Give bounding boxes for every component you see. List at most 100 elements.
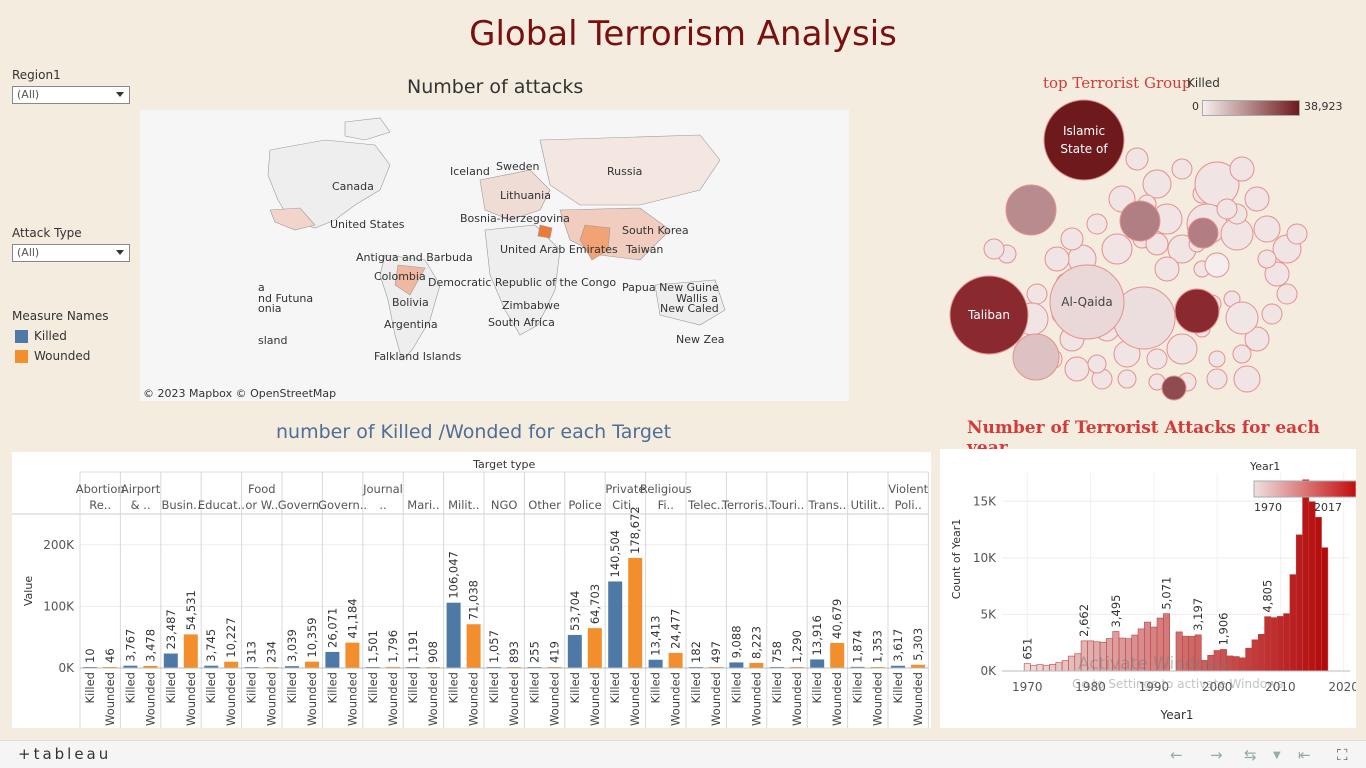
year-bar[interactable]: [1257, 634, 1265, 672]
year-bar[interactable]: [1232, 656, 1240, 672]
bar-killed[interactable]: [891, 665, 905, 668]
revert-icon[interactable]: ⇆: [1244, 746, 1257, 764]
year-bar[interactable]: [1023, 663, 1031, 672]
bar-killed[interactable]: [123, 665, 138, 668]
group-bubble[interactable]: [1206, 368, 1228, 390]
group-bubble[interactable]: [1146, 348, 1168, 370]
bubble-panel[interactable]: Islamic State of Taliban Al-Qaida: [857, 99, 1352, 401]
bubble-chart[interactable]: Islamic State of Taliban Al-Qaida: [857, 99, 1352, 401]
group-bubble[interactable]: [983, 238, 1005, 260]
bar-killed[interactable]: [850, 666, 865, 668]
group-bubble[interactable]: [1154, 256, 1180, 282]
bar-wounded[interactable]: [385, 666, 400, 668]
target-chart-panel[interactable]: Target type 0K 100K 200K Value Abortion Re.. 10…: [12, 452, 931, 728]
wounded-legend-label[interactable]: Wounded: [34, 349, 91, 363]
group-bubble[interactable]: [1125, 147, 1149, 171]
group-bubble[interactable]: [1060, 227, 1084, 251]
bar-killed[interactable]: [325, 651, 340, 668]
group-bubble[interactable]: [1026, 283, 1048, 305]
year-chart-panel[interactable]: 0K 5K 10K 15K 1970 1980 1990 2000 2010 2020 651 2,6…: [940, 449, 1359, 728]
bar-killed[interactable]: [204, 665, 219, 668]
bar-killed[interactable]: [648, 659, 663, 668]
year-bar[interactable]: [1270, 617, 1278, 672]
year-bar[interactable]: [1055, 662, 1063, 672]
map-panel[interactable]: Canada Iceland Sweden Russia Lithuania Bosnia…: [140, 110, 849, 401]
group-bubble[interactable]: [1216, 198, 1238, 220]
year-bar[interactable]: [1061, 660, 1069, 672]
group-bubble[interactable]: [1101, 233, 1133, 265]
bar-wounded[interactable]: [830, 642, 845, 668]
year-bar[interactable]: [1283, 613, 1291, 672]
killed-legend-label[interactable]: Killed: [34, 329, 67, 343]
target-bar-chart[interactable]: Target type 0K 100K 200K Value Abortion Re.. 10…: [12, 452, 931, 728]
group-bubble[interactable]: [1119, 200, 1161, 242]
group-bubble[interactable]: [1261, 303, 1283, 325]
bar-killed[interactable]: [810, 659, 825, 668]
group-bubble[interactable]: [1005, 184, 1057, 236]
year-bar[interactable]: [1049, 664, 1057, 672]
bar-wounded[interactable]: [911, 664, 925, 668]
group-bubble[interactable]: [1257, 249, 1277, 269]
world-map[interactable]: Canada Iceland Sweden Russia Lithuania Bosnia…: [140, 110, 849, 401]
year-bar[interactable]: [1302, 479, 1310, 672]
bar-killed[interactable]: [163, 653, 178, 668]
year-bar[interactable]: [1245, 647, 1253, 672]
group-bubble-0[interactable]: [1043, 99, 1125, 181]
bar-killed[interactable]: [446, 602, 461, 668]
group-bubble[interactable]: [1161, 375, 1187, 401]
group-bubble[interactable]: [1264, 261, 1290, 287]
group-bubble[interactable]: [1208, 350, 1226, 368]
bar-wounded[interactable]: [668, 652, 683, 668]
wounded-legend-swatch[interactable]: [15, 350, 28, 363]
reset-icon[interactable]: ⇤: [1298, 746, 1311, 764]
year-bar[interactable]: [1251, 639, 1259, 672]
group-bubble[interactable]: [1187, 217, 1219, 249]
group-bubble[interactable]: [1044, 246, 1070, 272]
group-bubble[interactable]: [1229, 156, 1255, 182]
group-bubble-2[interactable]: [1049, 264, 1125, 340]
bar-wounded[interactable]: [345, 642, 360, 668]
year-bar[interactable]: [1042, 665, 1050, 672]
group-bubble-1[interactable]: [949, 275, 1029, 355]
redo-icon[interactable]: →: [1210, 746, 1223, 764]
group-bubble[interactable]: [1012, 333, 1060, 381]
group-bubble[interactable]: [1244, 326, 1270, 352]
year-bar[interactable]: [1036, 664, 1044, 672]
group-bubble[interactable]: [1086, 213, 1108, 235]
group-bubble[interactable]: [1232, 344, 1252, 364]
group-bubble[interactable]: [1174, 288, 1220, 334]
group-bubble[interactable]: [1166, 333, 1198, 365]
revert-dropdown-icon[interactable]: ▼: [1273, 750, 1281, 761]
year-bar[interactable]: [1289, 574, 1297, 672]
tableau-logo[interactable]: +tableau: [18, 745, 112, 763]
group-bubble[interactable]: [1244, 186, 1270, 212]
bar-killed[interactable]: [567, 634, 582, 668]
attack-type-filter-dropdown[interactable]: (All): [12, 244, 130, 262]
group-bubble[interactable]: [1286, 223, 1308, 245]
group-bubble[interactable]: [1117, 369, 1137, 389]
year-bar[interactable]: [1314, 516, 1322, 672]
bar-killed[interactable]: [285, 666, 299, 668]
bar-killed[interactable]: [729, 662, 744, 668]
undo-icon[interactable]: ←: [1170, 746, 1183, 764]
bar-wounded[interactable]: [143, 665, 158, 668]
group-bubble[interactable]: [1225, 301, 1259, 335]
year-bar[interactable]: [1295, 534, 1303, 672]
region-filter-dropdown[interactable]: (All): [12, 86, 130, 104]
group-bubble[interactable]: [1171, 158, 1193, 180]
year-bar[interactable]: [1030, 665, 1038, 672]
year-bar[interactable]: [1321, 547, 1329, 672]
group-bubble[interactable]: [1253, 215, 1281, 243]
bar-killed[interactable]: [608, 581, 623, 668]
year-bar[interactable]: [1308, 501, 1316, 672]
group-bubble[interactable]: [1204, 252, 1230, 278]
year-bar[interactable]: [1238, 657, 1246, 672]
group-bubble[interactable]: [1087, 354, 1107, 374]
bar-wounded[interactable]: [183, 634, 198, 668]
bar-wounded[interactable]: [587, 628, 602, 668]
group-bubble[interactable]: [1064, 356, 1090, 382]
year-bar[interactable]: [1276, 616, 1284, 672]
year-bar[interactable]: [1068, 655, 1076, 672]
bar-wounded[interactable]: [628, 557, 643, 668]
year-bar-chart[interactable]: 0K 5K 10K 15K 1970 1980 1990 2000 2010 2020 651 2,6…: [940, 449, 1359, 728]
